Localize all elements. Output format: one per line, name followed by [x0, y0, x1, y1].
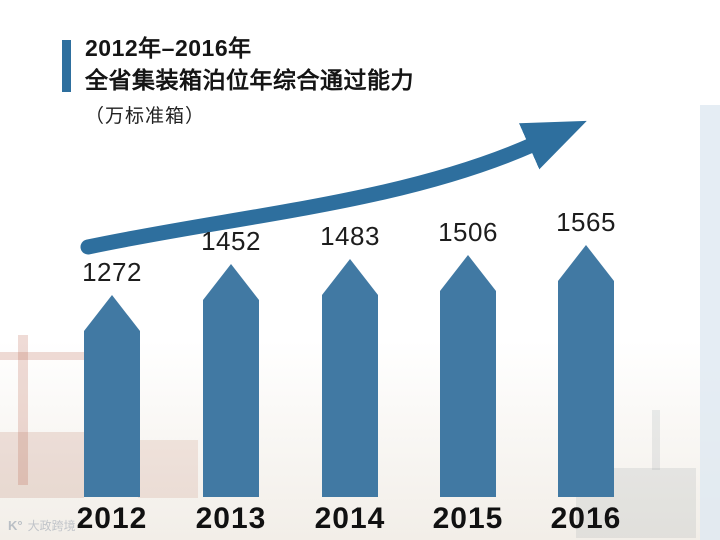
- watermark-text: 大政跨境: [27, 519, 76, 533]
- bar-value-label: 1483: [320, 221, 380, 251]
- background-crane-silhouette: [18, 335, 28, 485]
- bar: [203, 264, 259, 497]
- bar-value-label: 1272: [82, 257, 142, 287]
- background-crane-silhouette: [652, 410, 660, 470]
- bar-group: 1506: [408, 217, 528, 497]
- bar-group: 1452: [171, 226, 291, 497]
- background-container-stack: [0, 432, 84, 498]
- bar-value-label: 1506: [438, 217, 498, 247]
- year-label: 2016: [550, 502, 622, 535]
- background-right-band: [700, 105, 720, 540]
- watermark: K° 大政跨境: [8, 517, 76, 534]
- bar-group: 1565: [526, 207, 646, 497]
- year-label: 2014: [314, 502, 386, 535]
- year-label: 2013: [195, 502, 267, 535]
- trend-arrow-icon: [80, 120, 587, 255]
- bar-group: 1272: [52, 257, 172, 497]
- bar-group: 1483: [290, 221, 410, 497]
- title-line-years: 2012年–2016年: [85, 35, 252, 61]
- year-label: 2012: [76, 502, 148, 535]
- chart-title: 2012年–2016年 全省集装箱泊位年综合通过能力 （万标准箱）: [85, 32, 414, 128]
- bar-value-label: 1452: [201, 226, 261, 256]
- watermark-logo-icon: K°: [8, 518, 23, 533]
- bar: [322, 259, 378, 497]
- title-accent-bar: [62, 40, 71, 92]
- bar-value-label: 1565: [556, 207, 616, 237]
- background-crane-silhouette: [0, 352, 92, 360]
- title-line-main: 全省集装箱泊位年综合通过能力: [85, 67, 414, 94]
- unit-label: （万标准箱）: [85, 106, 206, 128]
- bar: [440, 255, 496, 497]
- bar: [558, 245, 614, 497]
- year-label: 2015: [432, 502, 504, 535]
- background-machinery-silhouette: [138, 440, 198, 498]
- bar: [84, 295, 140, 497]
